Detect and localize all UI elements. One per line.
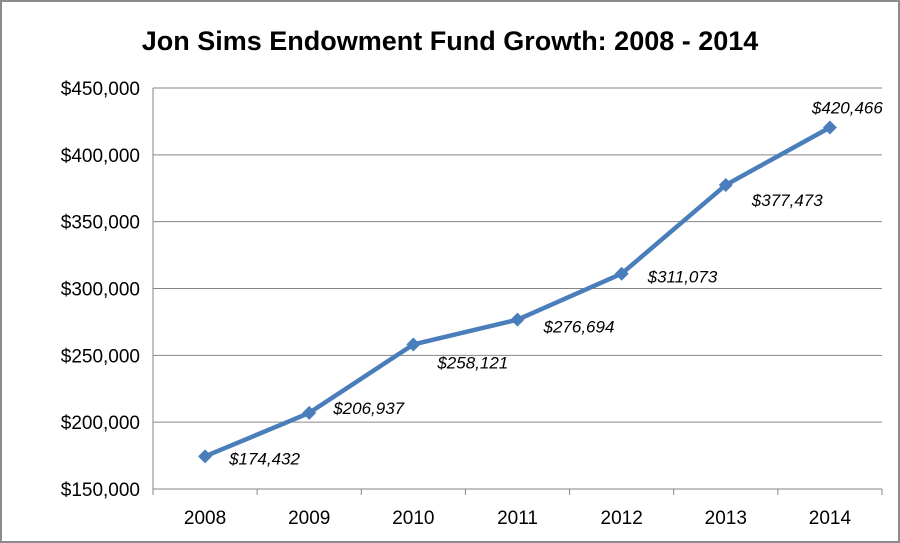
y-tick-label: $200,000 [61, 413, 140, 434]
y-tick-label: $350,000 [61, 213, 140, 234]
series-line [198, 120, 837, 464]
y-axis: $150,000 $200,000 $250,000 $300,000 $350,000… [61, 79, 140, 501]
data-point-marker [198, 449, 213, 464]
x-tick-label: 2014 [809, 508, 852, 529]
data-label: $174,432 [228, 449, 300, 468]
x-axis: 2008 2009 2010 2011 2012 2013 2014 [152, 489, 883, 529]
x-tick-label: 2009 [288, 508, 330, 529]
y-tick-label: $400,000 [61, 146, 140, 167]
chart-title: Jon Sims Endowment Fund Growth: 2008 - 2… [141, 26, 759, 56]
y-tick-label: $150,000 [61, 480, 140, 501]
y-tick-label: $450,000 [61, 79, 140, 100]
data-point-marker [302, 405, 317, 420]
y-tick-label: $300,000 [61, 280, 140, 301]
data-point-marker [510, 312, 525, 327]
gridlines [152, 87, 882, 490]
x-tick-label: 2013 [705, 508, 747, 529]
data-point-marker [614, 266, 629, 281]
data-label: $311,073 [647, 268, 718, 287]
data-label: $206,937 [332, 399, 404, 418]
x-tick-label: 2011 [497, 508, 538, 529]
data-point-marker [822, 120, 837, 135]
data-labels: $174,432 $206,937 $258,121 $276,694 $311,073… [228, 98, 883, 468]
data-label: $258,121 [436, 353, 508, 372]
data-label: $420,466 [811, 98, 883, 117]
x-tick-label: 2010 [392, 508, 434, 529]
y-tick-label: $250,000 [61, 346, 140, 367]
data-label: $377,473 [751, 191, 823, 210]
data-label: $276,694 [543, 318, 615, 337]
series-line-path [202, 125, 833, 459]
data-point-marker [718, 177, 733, 192]
x-tick-label: 2012 [601, 508, 643, 529]
x-tick-label: 2008 [184, 508, 226, 529]
data-point-marker [406, 337, 421, 352]
